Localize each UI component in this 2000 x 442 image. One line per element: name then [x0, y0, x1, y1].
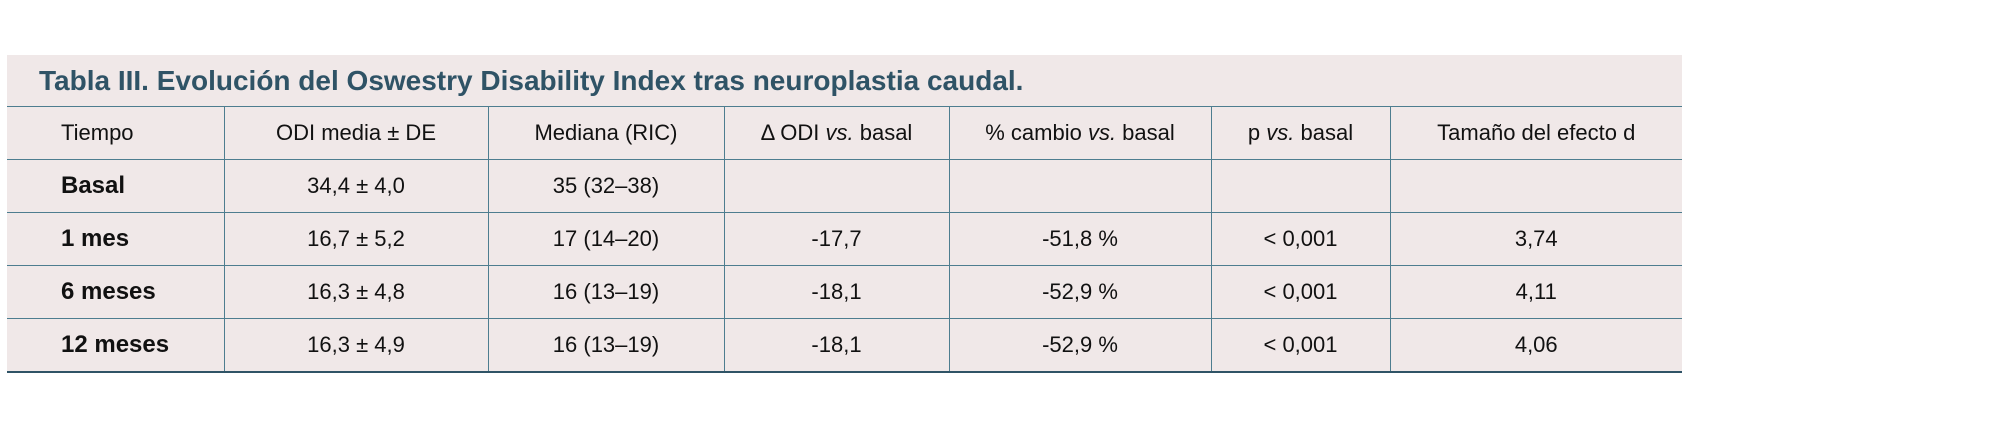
- cell-d: 4,11: [1389, 265, 1682, 319]
- cell-mediana: 17 (14–20): [487, 212, 724, 266]
- cell-d: 3,74: [1389, 212, 1682, 266]
- cell-tiempo: 12 meses: [7, 318, 224, 373]
- header-row: Tiempo ODI media ± DE Mediana (RIC) Δ OD…: [7, 107, 1682, 160]
- cell-media: 16,3 ± 4,8: [223, 265, 488, 319]
- cell-cambio: -51,8 %: [948, 212, 1211, 266]
- cell-cambio: -52,9 %: [948, 265, 1211, 319]
- header-cambio: % cambio vs. basal: [948, 107, 1211, 160]
- cell-mediana: 16 (13–19): [487, 265, 724, 319]
- header-tamano-efecto: Tamaño del efecto d: [1389, 107, 1682, 160]
- cell-cambio: -52,9 %: [948, 318, 1211, 373]
- cell-p: < 0,001: [1210, 265, 1390, 319]
- cell-p: < 0,001: [1210, 212, 1390, 266]
- cell-d: 4,06: [1389, 318, 1682, 373]
- cell-delta: -18,1: [723, 318, 949, 373]
- header-p: p vs. basal: [1210, 107, 1390, 160]
- cell-tiempo: 1 mes: [7, 212, 224, 266]
- cell-cambio: [948, 159, 1211, 213]
- table-row: 12 meses 16,3 ± 4,9 16 (13–19) -18,1 -52…: [7, 318, 1682, 373]
- header-delta-odi: Δ ODI vs. basal: [723, 107, 949, 160]
- cell-tiempo: 6 meses: [7, 265, 224, 319]
- header-tiempo: Tiempo: [7, 107, 224, 160]
- cell-delta: [723, 159, 949, 213]
- cell-d: [1389, 159, 1682, 213]
- cell-p: [1210, 159, 1390, 213]
- cell-mediana: 16 (13–19): [487, 318, 724, 373]
- table-row: 1 mes 16,7 ± 5,2 17 (14–20) -17,7 -51,8 …: [7, 212, 1682, 266]
- cell-media: 34,4 ± 4,0: [223, 159, 488, 213]
- header-mediana: Mediana (RIC): [487, 107, 724, 160]
- cell-tiempo: Basal: [7, 159, 224, 213]
- header-odi-media: ODI media ± DE: [223, 107, 488, 160]
- table-title: Tabla III. Evolución del Oswestry Disabi…: [7, 55, 1682, 107]
- cell-p: < 0,001: [1210, 318, 1390, 373]
- cell-delta: -17,7: [723, 212, 949, 266]
- cell-mediana: 35 (32–38): [487, 159, 724, 213]
- table-row: Basal 34,4 ± 4,0 35 (32–38): [7, 159, 1682, 213]
- cell-delta: -18,1: [723, 265, 949, 319]
- data-table: Tiempo ODI media ± DE Mediana (RIC) Δ OD…: [7, 107, 1682, 373]
- odi-table: Tabla III. Evolución del Oswestry Disabi…: [7, 55, 1682, 373]
- cell-media: 16,3 ± 4,9: [223, 318, 488, 373]
- table-row: 6 meses 16,3 ± 4,8 16 (13–19) -18,1 -52,…: [7, 265, 1682, 319]
- cell-media: 16,7 ± 5,2: [223, 212, 488, 266]
